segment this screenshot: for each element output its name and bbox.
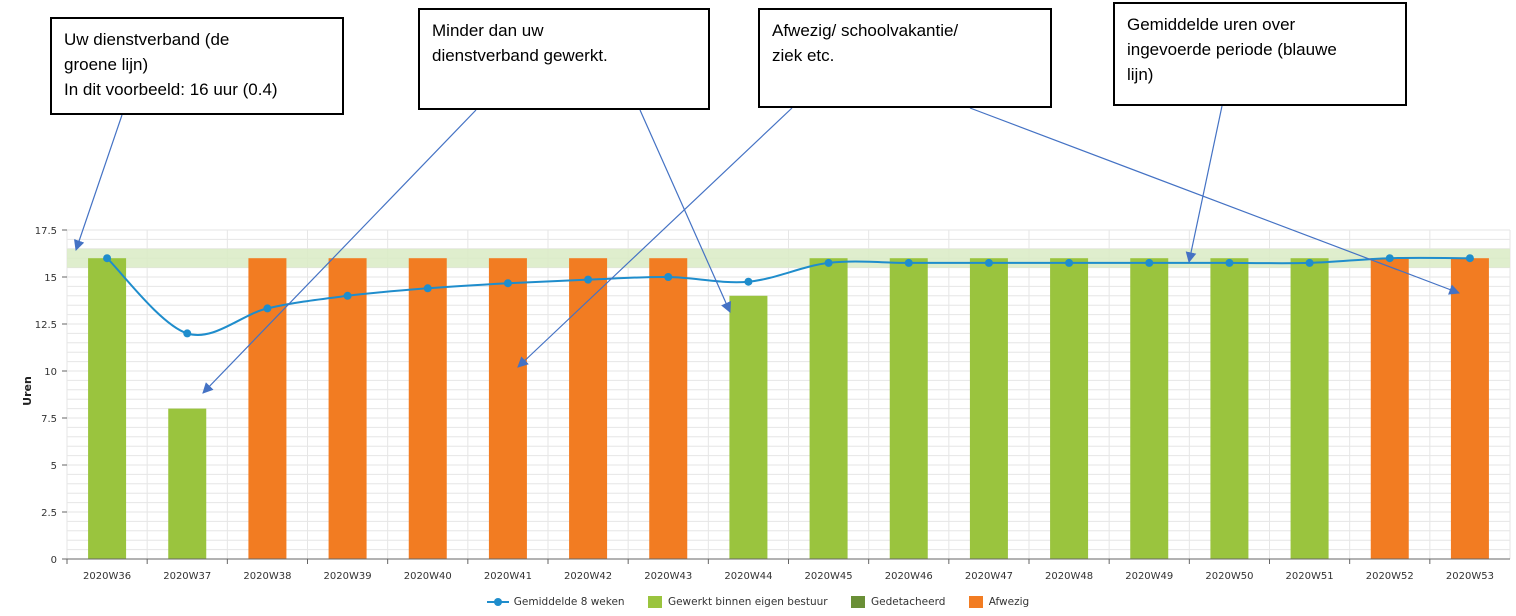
y-axis-title: Uren: [21, 376, 34, 406]
average-point-2020w47: [985, 259, 993, 267]
average-point-2020w50: [1225, 259, 1233, 267]
x-tick-label: 2020W41: [484, 571, 532, 582]
x-tick-label: 2020W52: [1366, 571, 1414, 582]
x-tick-label: 2020W37: [163, 571, 211, 582]
x-tick-label: 2020W43: [644, 571, 692, 582]
x-tick-label: 2020W42: [564, 571, 612, 582]
legend-label: Gemiddelde 8 weken: [514, 596, 625, 608]
callout-dienstverband: Uw dienstverband (de groene lijn) In dit…: [50, 17, 344, 115]
bar-2020w43: [649, 258, 687, 559]
average-point-2020w37: [183, 329, 191, 337]
y-tick-label: 0: [51, 555, 57, 566]
bar-2020w37: [168, 409, 206, 559]
y-tick-label: 10: [44, 367, 57, 378]
average-point-2020w53: [1466, 254, 1474, 262]
average-point-2020w39: [344, 292, 352, 300]
line-marker-icon: [487, 596, 509, 608]
x-tick-label: 2020W49: [1125, 571, 1173, 582]
x-tick-label: 2020W44: [724, 571, 772, 582]
callout-minder-gewerkt: Minder dan uw dienstverband gewerkt.: [418, 8, 710, 110]
x-tick-label: 2020W45: [805, 571, 853, 582]
x-tick-label: 2020W47: [965, 571, 1013, 582]
average-point-2020w45: [825, 259, 833, 267]
x-tick-label: 2020W46: [885, 571, 933, 582]
x-tick-label: 2020W40: [404, 571, 452, 582]
x-tick-label: 2020W51: [1286, 571, 1334, 582]
bar-2020w53: [1451, 258, 1489, 559]
average-point-2020w40: [424, 284, 432, 292]
legend-item-gewerkt[interactable]: Gewerkt binnen eigen bestuur: [648, 596, 828, 608]
bar-2020w47: [970, 258, 1008, 559]
x-tick-label: 2020W50: [1205, 571, 1253, 582]
x-tick-label: 2020W53: [1446, 571, 1494, 582]
bar-2020w36: [88, 258, 126, 559]
y-tick-label: 15: [44, 273, 57, 284]
swatch-icon: [648, 596, 662, 608]
legend-item-average[interactable]: Gemiddelde 8 weken: [487, 596, 625, 608]
average-point-2020w36: [103, 254, 111, 262]
x-tick-label: 2020W39: [324, 571, 372, 582]
average-point-2020w49: [1145, 259, 1153, 267]
legend-label: Gewerkt binnen eigen bestuur: [668, 596, 828, 608]
average-point-2020w44: [744, 278, 752, 286]
callout-gemiddelde: Gemiddelde uren over ingevoerde periode …: [1113, 2, 1407, 106]
bar-2020w51: [1291, 258, 1329, 559]
callout-afwezig: Afwezig/ schoolvakantie/ ziek etc.: [758, 8, 1052, 108]
legend-label: Afwezig: [989, 596, 1029, 608]
bar-2020w45: [810, 258, 848, 559]
y-tick-label: 5: [51, 461, 57, 472]
y-tick-label: 17.5: [35, 226, 57, 237]
bar-2020w38: [248, 258, 286, 559]
bar-2020w46: [890, 258, 928, 559]
average-point-2020w41: [504, 279, 512, 287]
y-tick-label: 2.5: [41, 508, 57, 519]
bar-2020w50: [1210, 258, 1248, 559]
bar-2020w40: [409, 258, 447, 559]
average-point-2020w38: [263, 304, 271, 312]
swatch-icon: [969, 596, 983, 608]
bar-2020w44: [729, 296, 767, 559]
x-tick-label: 2020W48: [1045, 571, 1093, 582]
bar-2020w39: [329, 258, 367, 559]
average-point-2020w42: [584, 276, 592, 284]
average-point-2020w43: [664, 273, 672, 281]
bar-2020w52: [1371, 258, 1409, 559]
average-point-2020w52: [1386, 254, 1394, 262]
legend-label: Gedetacheerd: [871, 596, 945, 608]
x-tick-label: 2020W36: [83, 571, 131, 582]
legend-item-afwezig[interactable]: Afwezig: [969, 596, 1029, 608]
bar-2020w42: [569, 258, 607, 559]
bar-2020w49: [1130, 258, 1168, 559]
average-point-2020w48: [1065, 259, 1073, 267]
average-point-2020w51: [1306, 259, 1314, 267]
average-point-2020w46: [905, 259, 913, 267]
y-tick-label: 12.5: [35, 320, 57, 331]
swatch-icon: [851, 596, 865, 608]
bar-2020w41: [489, 258, 527, 559]
callout-arrow: [1189, 106, 1222, 262]
x-tick-label: 2020W38: [243, 571, 291, 582]
bar-2020w48: [1050, 258, 1088, 559]
legend-item-gedetacheerd[interactable]: Gedetacheerd: [851, 596, 945, 608]
y-tick-label: 7.5: [41, 414, 57, 425]
legend: Gemiddelde 8 weken Gewerkt binnen eigen …: [0, 596, 1516, 611]
